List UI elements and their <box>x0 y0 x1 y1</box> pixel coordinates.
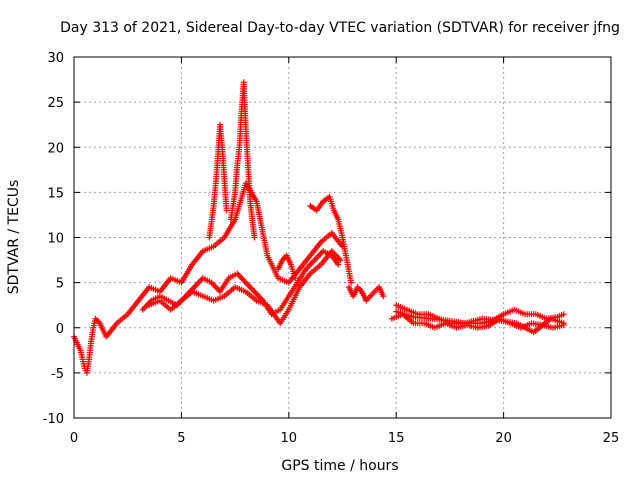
y-axis-ticks: -10 -5 0 5 10 15 20 25 30 <box>43 51 611 427</box>
x-axis-ticks: 0 5 10 15 20 25 <box>70 57 619 446</box>
data-point <box>337 257 344 264</box>
y-tick-label: 20 <box>47 141 64 156</box>
x-tick-label: 5 <box>177 431 185 446</box>
data-point <box>560 320 567 327</box>
data-points <box>71 79 567 376</box>
data-point <box>560 311 567 318</box>
data-point <box>380 293 387 300</box>
y-tick-label: 10 <box>47 232 64 247</box>
x-tick-label: 15 <box>388 431 405 446</box>
y-tick-label: 15 <box>47 186 64 201</box>
y-tick-label: 30 <box>47 51 64 66</box>
y-tick-label: 25 <box>47 96 64 111</box>
chart-title: Day 313 of 2021, Sidereal Day-to-day VTE… <box>60 20 620 36</box>
x-tick-label: 20 <box>495 431 512 446</box>
data-point <box>223 207 230 214</box>
data-point <box>348 279 355 286</box>
x-tick-label: 0 <box>70 431 78 446</box>
y-tick-label: -5 <box>51 367 64 382</box>
data-point <box>335 261 342 268</box>
y-tick-label: 5 <box>56 277 64 292</box>
y-axis-title: SDTVAR / TECUs <box>6 180 22 295</box>
y-tick-label: -10 <box>43 412 64 427</box>
grid <box>74 57 611 418</box>
x-tick-label: 10 <box>281 431 298 446</box>
x-axis-title: GPS time / hours <box>281 458 398 474</box>
x-tick-label: 25 <box>603 431 620 446</box>
data-point <box>292 275 299 282</box>
data-point <box>251 234 258 241</box>
y-tick-label: 0 <box>56 322 64 337</box>
